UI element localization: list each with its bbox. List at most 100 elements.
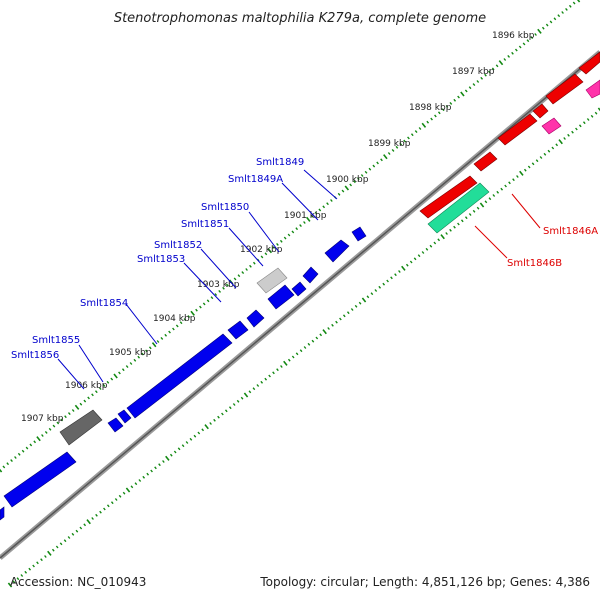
scale-tick	[87, 396, 90, 400]
scale-tick	[71, 532, 75, 536]
gene-label[interactable]: Smlt1852	[154, 240, 202, 251]
gene-arrow[interactable]	[291, 281, 307, 297]
gene-arrow[interactable]	[497, 113, 538, 146]
scale-tick	[260, 255, 264, 259]
outer-tick-track	[0, 0, 581, 473]
gene-arrow[interactable]	[324, 239, 350, 263]
scale-tick	[75, 529, 79, 533]
gene-arrow[interactable]	[578, 51, 600, 75]
scale-label: 1904 kbp	[153, 314, 196, 324]
scale-tick	[376, 161, 379, 165]
scale-tick	[356, 177, 360, 181]
scale-tick	[29, 443, 33, 447]
gene-label[interactable]: Smlt1846A	[543, 226, 598, 237]
accession-text: Accession: NC_010943	[10, 575, 146, 589]
misc-feature[interactable]	[541, 117, 562, 135]
gene-arrow[interactable]	[302, 266, 319, 284]
scale-tick	[368, 167, 372, 171]
pseudo-feature-dark[interactable]	[59, 409, 103, 446]
gene-label[interactable]: Smlt1851	[181, 219, 229, 230]
gene-arrow[interactable]	[3, 451, 77, 508]
gene-arrow[interactable]	[419, 175, 478, 219]
scale-tick	[129, 362, 133, 365]
pseudo-feature-light[interactable]	[256, 267, 288, 294]
gene-arrow[interactable]	[117, 409, 132, 424]
scale-tick	[514, 48, 518, 52]
scale-tick	[496, 190, 500, 194]
scale-tick	[484, 200, 488, 204]
rna-feature[interactable]	[427, 182, 490, 234]
scale-tick	[558, 139, 563, 145]
gene-arrow[interactable]	[107, 417, 124, 433]
gene-arrow[interactable]	[126, 333, 233, 419]
gene-label[interactable]: Smlt1854	[80, 298, 128, 309]
scale-tick	[295, 352, 299, 356]
scale-tick	[504, 184, 507, 188]
scale-tick	[342, 314, 346, 318]
misc-feature[interactable]	[585, 79, 600, 99]
gene-arrow[interactable]	[545, 73, 584, 105]
scale-tick	[177, 447, 181, 451]
scale-tick	[190, 310, 195, 316]
scale-tick	[405, 263, 409, 267]
gene-arrow[interactable]	[246, 309, 265, 328]
reverse-strand-genes	[419, 51, 600, 219]
scale-tick	[245, 268, 248, 271]
scale-tick	[233, 277, 237, 281]
scale-tick	[563, 137, 566, 140]
scale-tick	[464, 216, 468, 220]
scale-tick	[106, 504, 110, 508]
scale-tick	[344, 185, 350, 191]
scale-tick	[202, 302, 206, 306]
scale-tick	[527, 165, 531, 169]
forward-strand-genes	[0, 226, 367, 521]
scale-tick	[52, 424, 56, 428]
gene-label[interactable]: Smlt1856	[11, 350, 59, 361]
scale-tick	[545, 23, 549, 27]
gene-label[interactable]: Smlt1850	[201, 202, 249, 213]
scale-tick	[228, 406, 232, 410]
scale-tick	[160, 336, 164, 340]
scale-tick	[121, 368, 125, 372]
scale-tick	[433, 241, 437, 245]
scale-tick	[51, 548, 55, 552]
scale-tick	[437, 111, 441, 115]
scale-tick	[516, 175, 519, 178]
scale-tick	[535, 159, 539, 163]
gene-label[interactable]: Smlt1849A	[228, 174, 283, 185]
scale-tick	[370, 292, 374, 296]
scale-label: 1897 kbp	[452, 67, 495, 77]
gene-label[interactable]: Smlt1853	[137, 254, 185, 265]
scale-tick	[319, 333, 323, 337]
scale-tick	[137, 355, 141, 359]
scale-tick	[118, 494, 122, 498]
scale-tick	[125, 487, 131, 493]
gene-label[interactable]: Smlt1846B	[507, 258, 562, 269]
scale-tick	[330, 199, 333, 202]
scale-tick	[169, 453, 173, 457]
gene-arrow[interactable]	[351, 226, 367, 242]
scale-tick	[460, 219, 464, 223]
scale-tick	[315, 336, 319, 340]
scale-tick	[201, 428, 205, 432]
scale-tick	[541, 26, 545, 30]
scale-tick	[374, 289, 378, 292]
scale-tick	[457, 95, 460, 99]
scale-tick	[549, 20, 553, 24]
scale-tick	[20, 574, 24, 577]
scale-tick	[484, 73, 487, 77]
scale-tick	[32, 564, 35, 568]
gene-label[interactable]: Smlt1849	[256, 157, 304, 168]
gene-label[interactable]: Smlt1855	[32, 335, 80, 346]
gene-arrow[interactable]	[532, 103, 549, 119]
gene-arrow[interactable]	[227, 320, 249, 340]
gene-arrow[interactable]	[473, 151, 498, 172]
scale-tick	[567, 133, 570, 137]
scale-tick	[16, 577, 20, 581]
scale-tick	[551, 146, 555, 150]
scale-tick	[417, 254, 421, 258]
gene-arrow[interactable]	[0, 506, 5, 521]
gene-arrow[interactable]	[267, 284, 295, 310]
scale-tick	[204, 424, 209, 430]
scale-tick	[354, 304, 358, 308]
